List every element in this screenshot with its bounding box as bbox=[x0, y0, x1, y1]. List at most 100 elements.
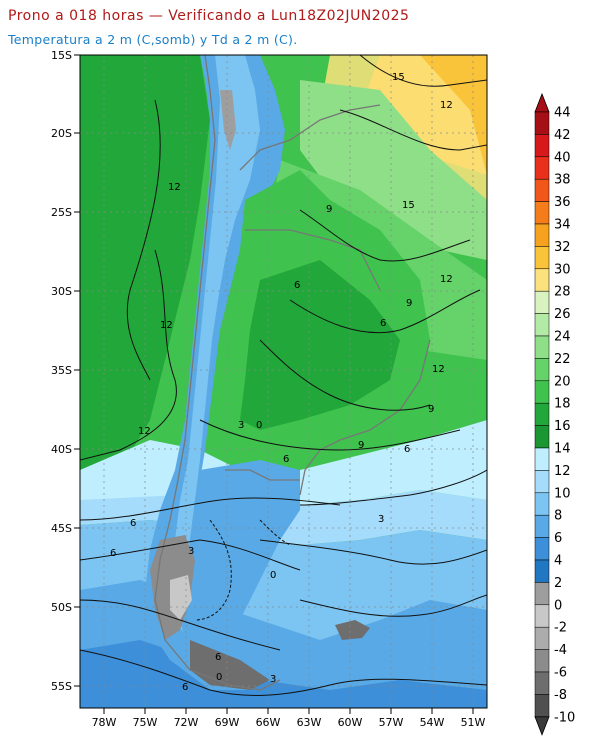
lon-tick-label: 66W bbox=[256, 716, 281, 729]
colorbar-swatch bbox=[534, 358, 550, 382]
lon-tick-label: 60W bbox=[338, 716, 363, 729]
contour-label: 9 bbox=[358, 440, 364, 451]
colorbar-arrow-top bbox=[534, 92, 550, 113]
colorbar-level-label: 0 bbox=[554, 598, 562, 613]
colorbar-level-label: 10 bbox=[554, 486, 571, 501]
colorbar-level-label: -6 bbox=[554, 666, 567, 681]
contour-label: 12 bbox=[440, 100, 453, 111]
lon-tick-label: 69W bbox=[215, 716, 240, 729]
colorbar: 4442403836343230282624222018161412108642… bbox=[534, 92, 575, 736]
colorbar-level-label: 2 bbox=[554, 576, 562, 591]
colorbar-swatch bbox=[534, 559, 550, 583]
lon-tick-label: 51W bbox=[461, 716, 486, 729]
colorbar-level-label: 40 bbox=[554, 150, 571, 165]
colorbar-swatch bbox=[534, 380, 550, 404]
contour-label: 12 bbox=[432, 364, 445, 375]
contour-label: 12 bbox=[168, 182, 181, 193]
chart-title: Prono a 018 horas — Verificando a Lun18Z… bbox=[8, 8, 410, 24]
colorbar-swatch bbox=[534, 537, 550, 561]
lat-axis: 15S 20S 25S 30S 35S 40S 45S 50S 55S bbox=[51, 49, 80, 693]
colorbar-level-label: -8 bbox=[554, 688, 567, 703]
contour-label: 6 bbox=[130, 518, 136, 529]
contour-label: 0 bbox=[270, 570, 276, 581]
contour-label: 6 bbox=[283, 454, 289, 465]
colorbar-swatch bbox=[534, 447, 550, 471]
lat-tick-label: 25S bbox=[51, 206, 72, 219]
contour-label: 12 bbox=[138, 426, 151, 437]
contour-label: 9 bbox=[428, 404, 434, 415]
lat-tick-label: 15S bbox=[51, 49, 72, 62]
colorbar-level-label: 44 bbox=[554, 106, 571, 121]
colorbar-level-label: 18 bbox=[554, 397, 571, 412]
colorbar-swatch bbox=[534, 402, 550, 426]
colorbar-swatch bbox=[534, 223, 550, 247]
contour-label: 0 bbox=[216, 672, 222, 683]
colorbar-swatch bbox=[534, 514, 550, 538]
lon-tick-label: 78W bbox=[92, 716, 117, 729]
colorbar-swatch bbox=[534, 492, 550, 516]
lat-tick-label: 20S bbox=[51, 127, 72, 140]
colorbar-level-label: 36 bbox=[554, 195, 571, 210]
lat-tick-label: 55S bbox=[51, 680, 72, 693]
coastlines-borders bbox=[154, 55, 431, 691]
contour-label: 6 bbox=[380, 318, 386, 329]
grid-lines bbox=[80, 55, 487, 708]
lon-axis: 78W 75W 72W 69W 66W 63W 60W 57W 54W 51W bbox=[92, 708, 486, 729]
contour-label: 3 bbox=[238, 420, 244, 431]
lat-tick-label: 50S bbox=[51, 601, 72, 614]
colorbar-swatch bbox=[534, 201, 550, 225]
plot-frame bbox=[79, 54, 488, 709]
lat-tick-label: 35S bbox=[51, 364, 72, 377]
lon-tick-label: 54W bbox=[420, 716, 445, 729]
contour-label: 12 bbox=[160, 320, 173, 331]
contour-label: 3 bbox=[188, 546, 194, 557]
colorbar-swatch bbox=[534, 246, 550, 270]
contour-label: 6 bbox=[215, 652, 221, 663]
lat-tick-label: 40S bbox=[51, 443, 72, 456]
colorbar-level-label: 6 bbox=[554, 531, 562, 546]
colorbar-level-label: 30 bbox=[554, 262, 571, 277]
lat-tick-label: 30S bbox=[51, 285, 72, 298]
contour-label: 12 bbox=[440, 274, 453, 285]
colorbar-swatch bbox=[534, 604, 550, 628]
contour-label: 3 bbox=[378, 514, 384, 525]
colorbar-level-label: 22 bbox=[554, 352, 571, 367]
contour-label: 15 bbox=[402, 200, 415, 211]
contour-label: 6 bbox=[404, 444, 410, 455]
colorbar-swatch bbox=[534, 290, 550, 314]
colorbar-swatch bbox=[534, 649, 550, 673]
contour-label: 6 bbox=[110, 548, 116, 559]
contour-label: 6 bbox=[294, 280, 300, 291]
colorbar-arrow-bottom bbox=[534, 716, 550, 736]
colorbar-swatch bbox=[534, 425, 550, 449]
colorbar-swatch bbox=[534, 313, 550, 337]
colorbar-level-label: 26 bbox=[554, 307, 571, 322]
colorbar-level-label: -2 bbox=[554, 621, 567, 636]
colorbar-level-label: 8 bbox=[554, 509, 562, 524]
colorbar-swatch bbox=[534, 694, 550, 718]
lon-tick-label: 57W bbox=[379, 716, 404, 729]
lon-tick-label: 63W bbox=[297, 716, 322, 729]
contour-label: 6 bbox=[182, 682, 188, 693]
map-plot-area bbox=[80, 55, 487, 708]
colorbar-level-label: 24 bbox=[554, 330, 571, 345]
chart-subtitle: Temperatura a 2 m (C,somb) y Td a 2 m (C… bbox=[8, 32, 298, 47]
colorbar-swatch bbox=[534, 268, 550, 292]
colorbar-swatch bbox=[534, 626, 550, 650]
colorbar-level-label: 42 bbox=[554, 128, 571, 143]
colorbar-swatch bbox=[534, 470, 550, 494]
colorbar-level-label: 14 bbox=[554, 442, 571, 457]
colorbar-swatch bbox=[534, 178, 550, 202]
contour-label: 9 bbox=[406, 298, 412, 309]
colorbar-swatch bbox=[534, 582, 550, 606]
colorbar-level-label: -10 bbox=[554, 710, 575, 725]
colorbar-level-label: 32 bbox=[554, 240, 571, 255]
dewpoint-contours bbox=[80, 55, 487, 696]
colorbar-level-label: 28 bbox=[554, 285, 571, 300]
lon-tick-label: 75W bbox=[133, 716, 158, 729]
contour-label: 9 bbox=[326, 204, 332, 215]
contour-label: 0 bbox=[256, 420, 262, 431]
colorbar-level-label: -4 bbox=[554, 643, 567, 658]
colorbar-level-label: 16 bbox=[554, 419, 571, 434]
